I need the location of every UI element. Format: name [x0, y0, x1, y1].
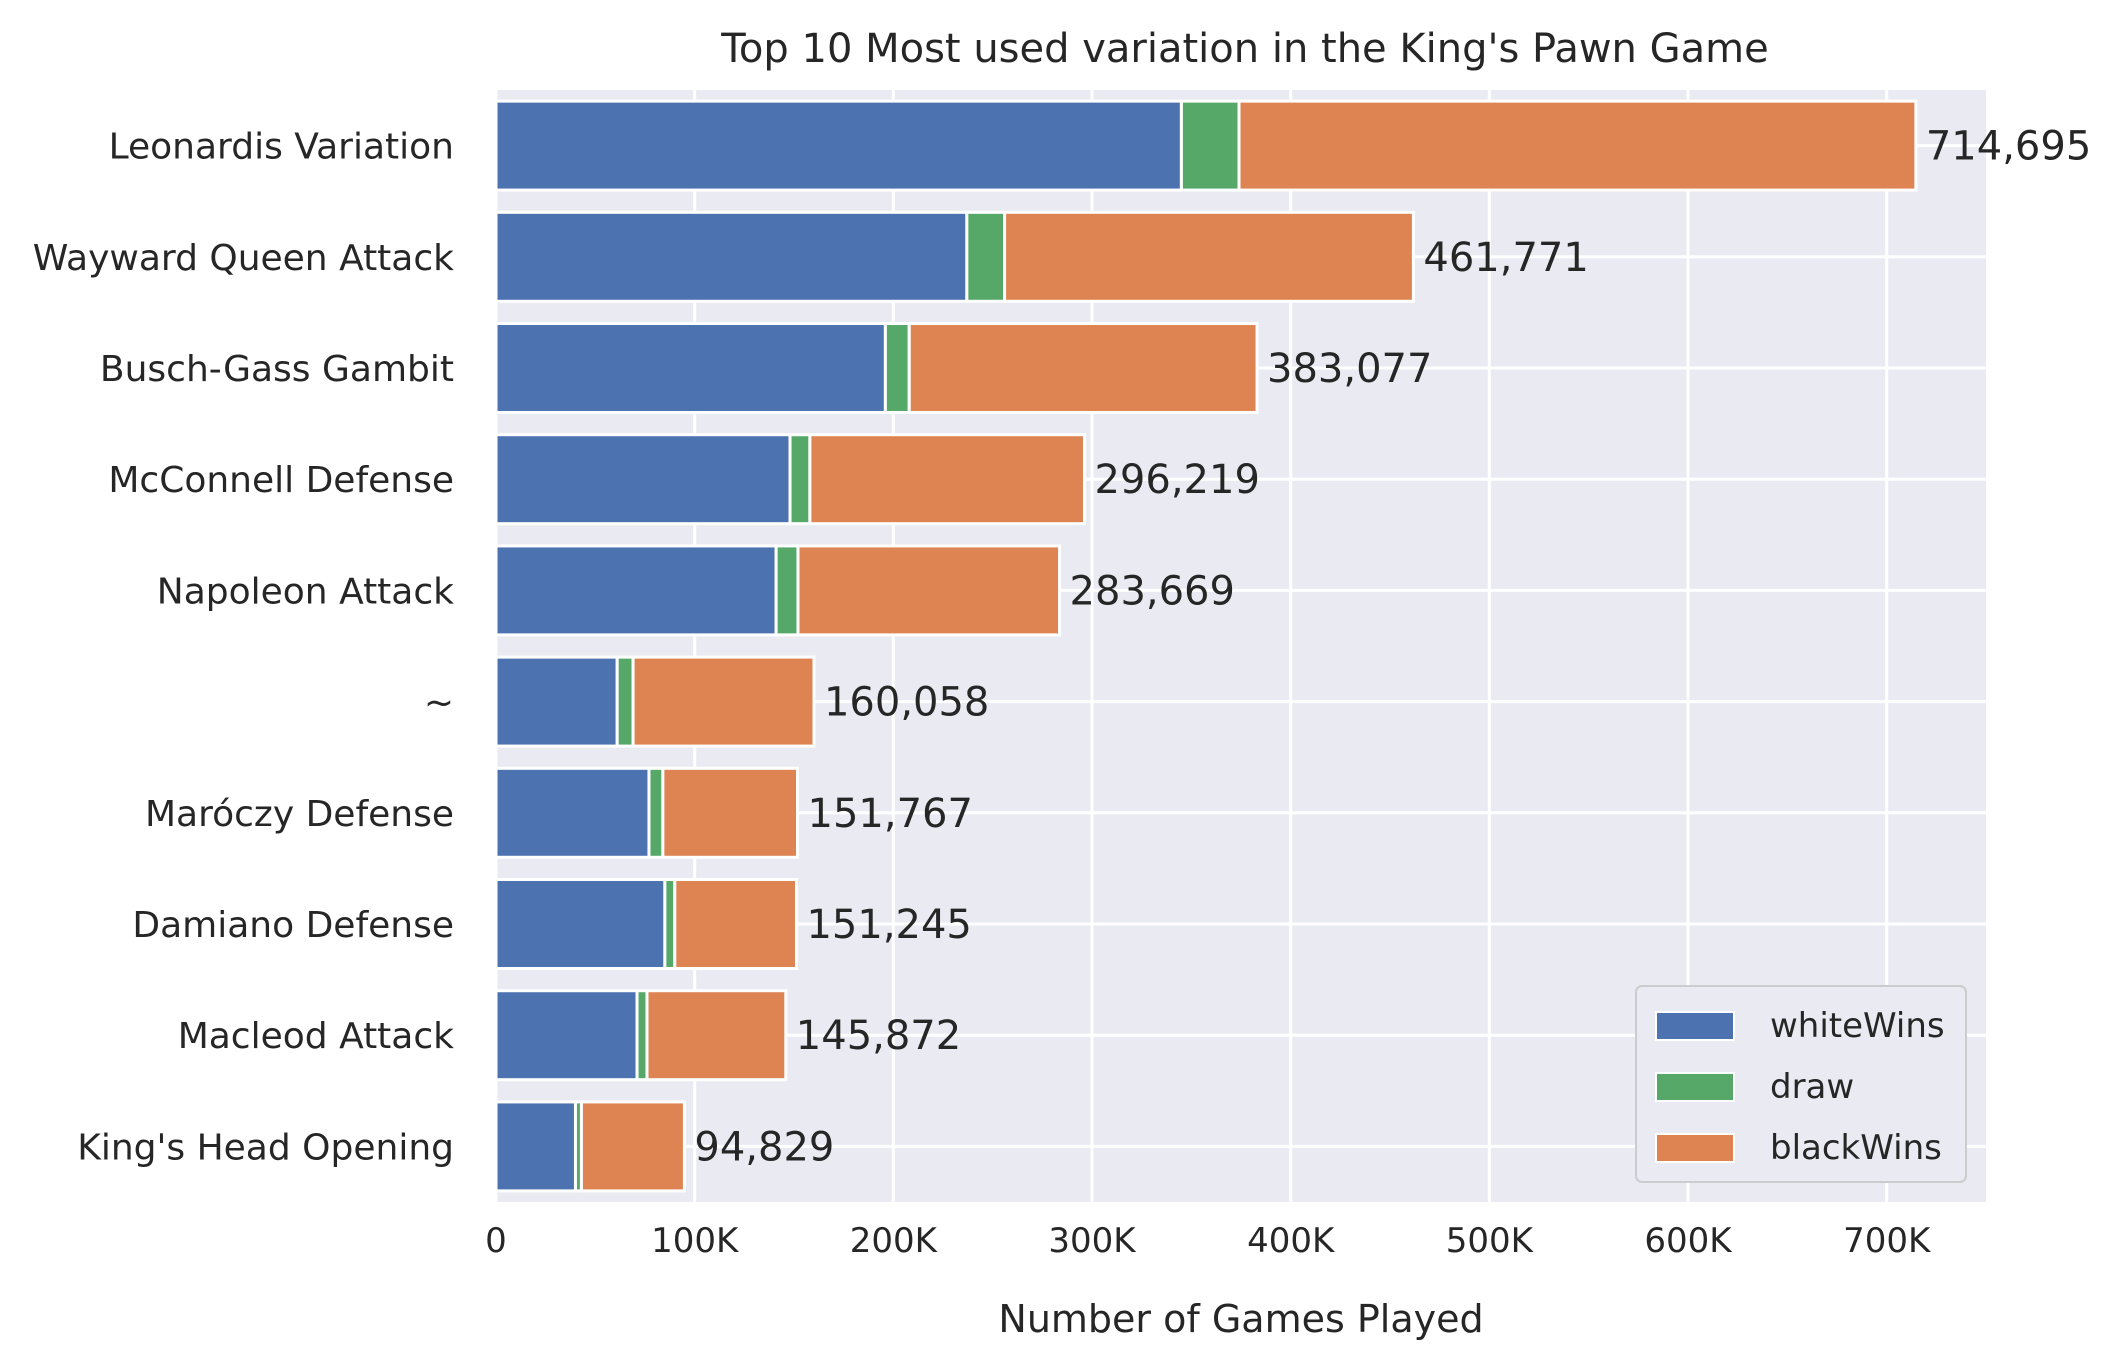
category-label: McConnell Defense — [108, 460, 454, 501]
category-label: Macleod Attack — [178, 1016, 454, 1057]
x-axis-label: Number of Games Played — [998, 1297, 1483, 1341]
bar-whiteWins — [494, 322, 887, 414]
total-label: 145,872 — [796, 1013, 961, 1059]
bar-blackWins — [645, 989, 788, 1082]
category-label: ~ — [424, 683, 454, 724]
x-tick-label: 100K — [651, 1221, 740, 1261]
legend-label-whiteWins: whiteWins — [1770, 1006, 1945, 1046]
legend-label-draw: draw — [1770, 1067, 1854, 1107]
bar-whiteWins — [494, 878, 667, 970]
bar-blackWins — [661, 766, 800, 859]
x-tick-label: 600K — [1644, 1221, 1733, 1261]
category-label: Leonardis Variation — [109, 127, 454, 168]
category-label: Busch-Gass Gambit — [100, 349, 454, 390]
bar-whiteWins — [494, 210, 969, 303]
legend-swatch-whiteWins — [1655, 1011, 1735, 1041]
x-tick-label: 700K — [1843, 1221, 1932, 1261]
total-label: 151,245 — [806, 902, 971, 948]
x-tick-label: 400K — [1247, 1221, 1336, 1261]
bar-whiteWins — [494, 655, 619, 748]
bar-draw — [774, 544, 800, 637]
total-label: 160,058 — [824, 680, 989, 726]
total-label: 283,669 — [1070, 568, 1235, 614]
bar-draw — [883, 322, 911, 414]
total-labels: 714,695 461,771 383,077 296,219 283,669 160,0… — [694, 124, 2091, 1171]
category-label: Damiano Defense — [132, 905, 454, 946]
bar-blackWins — [1003, 210, 1415, 303]
legend-swatch-draw — [1655, 1072, 1735, 1102]
bar-blackWins — [796, 544, 1062, 637]
bar-blackWins — [808, 433, 1086, 526]
total-label: 151,767 — [808, 791, 973, 837]
bar-whiteWins — [494, 766, 651, 859]
total-label: 296,219 — [1094, 457, 1259, 503]
x-tick-label: 200K — [850, 1221, 939, 1261]
bar-draw — [788, 433, 812, 526]
bar-draw — [1179, 99, 1241, 192]
bar-whiteWins — [494, 1100, 577, 1193]
bar-blackWins — [673, 878, 798, 970]
bars — [494, 99, 1918, 1193]
category-label: Wayward Queen Attack — [33, 238, 454, 279]
category-labels: Leonardis Variation Wayward Queen Attack B… — [33, 127, 454, 1169]
x-tick-label: 300K — [1048, 1221, 1137, 1261]
chart-title: Top 10 Most used variation in the King's… — [720, 26, 1768, 72]
x-tick-label: 0 — [485, 1221, 507, 1261]
x-tick-labels: 0 100K 200K 300K 400K 500K 600K 700K — [485, 1221, 1932, 1261]
bar-draw — [615, 655, 635, 748]
bar-blackWins — [1237, 99, 1918, 192]
legend-swatch-blackWins — [1655, 1133, 1735, 1163]
bar-whiteWins — [494, 989, 639, 1082]
category-label: King's Head Opening — [77, 1127, 454, 1168]
bar-blackWins — [631, 655, 816, 748]
legend: whiteWins draw blackWins — [1635, 985, 1967, 1183]
legend-label-blackWins: blackWins — [1770, 1128, 1942, 1168]
bar-draw — [965, 210, 1007, 303]
total-label: 383,077 — [1267, 346, 1432, 392]
x-tick-label: 500K — [1446, 1221, 1535, 1261]
bar-draw — [647, 766, 665, 859]
bar-blackWins — [579, 1100, 686, 1193]
category-label: Napoleon Attack — [157, 571, 454, 612]
category-label: Maróczy Defense — [145, 794, 454, 835]
bar-blackWins — [907, 322, 1259, 414]
total-label: 714,695 — [1926, 124, 2091, 170]
total-label: 94,829 — [694, 1124, 834, 1170]
total-label: 461,771 — [1423, 235, 1588, 281]
bar-whiteWins — [494, 99, 1183, 192]
bar-whiteWins — [494, 544, 778, 637]
bar-whiteWins — [494, 433, 792, 526]
